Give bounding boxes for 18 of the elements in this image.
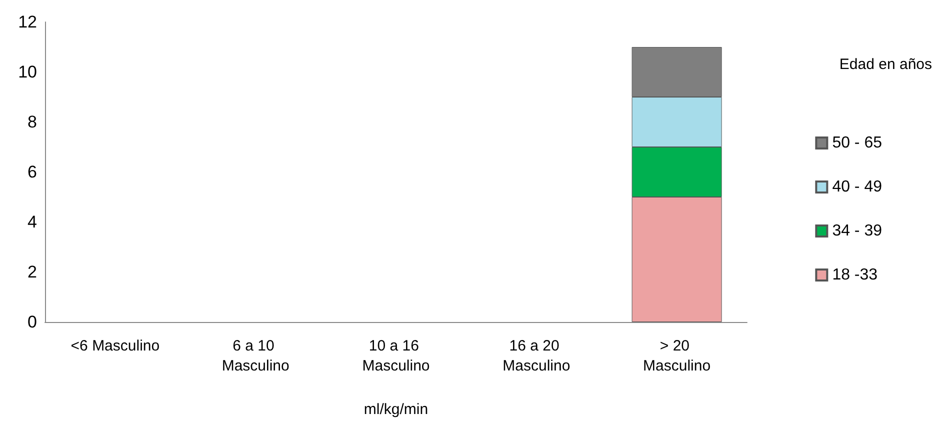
x-tick-label: 6 a 10 Masculino bbox=[222, 338, 290, 374]
legend-label: 40 - 49 bbox=[832, 178, 882, 196]
y-tick-label: 0 bbox=[28, 312, 37, 332]
x-axis-title: ml/kg/min bbox=[364, 401, 428, 418]
y-tick-label: 12 bbox=[18, 12, 37, 32]
legend-title: Edad en años bbox=[839, 56, 932, 73]
y-tick-label: 2 bbox=[28, 262, 37, 282]
y-tick-label: 8 bbox=[28, 112, 37, 132]
y-tick-label: 4 bbox=[28, 212, 37, 232]
legend-label: 34 - 39 bbox=[832, 222, 882, 240]
y-tick-label: 6 bbox=[28, 162, 37, 182]
x-tick-label: <6 Masculino bbox=[70, 338, 160, 354]
legend-label: 18 -33 bbox=[832, 266, 878, 284]
x-tick-label: > 20 Masculino bbox=[643, 338, 711, 374]
x-tick-label: 10 a 16 Masculino bbox=[362, 338, 430, 374]
y-tick-label: 10 bbox=[18, 62, 37, 82]
legend-label: 50 - 65 bbox=[832, 134, 882, 152]
x-tick-label: 16 a 20 Masculino bbox=[502, 338, 570, 374]
